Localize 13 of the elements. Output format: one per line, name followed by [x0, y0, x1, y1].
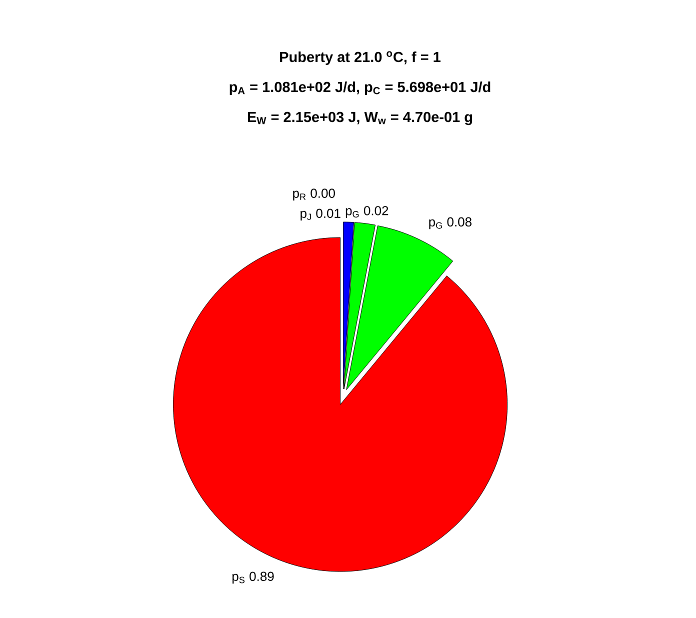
- category-label: p$_{R}$: [293, 190, 306, 200]
- chart-title: Puberty at 21.0 $^{o}$C, f = 1: [280, 51, 441, 65]
- chart-subtitle: p$_{A}$ = 1.081e+02 J/d, p$_{C}$ = 5.698e+01 J/d: [230, 81, 490, 95]
- slice-label: p$_{S}$: [232, 574, 245, 584]
- slice-label: p$_{G}$: [429, 219, 442, 230]
- data-label: 0.01: [316, 208, 340, 218]
- text: 0.00: [310, 188, 335, 198]
- data-label: 0.02: [364, 206, 388, 216]
- text: E$_{W}$ = 2.15e+03 J, W$_{w}$ = 4.70e-01 g: [248, 112, 472, 126]
- slice-label: p$_{J}$: [300, 210, 311, 221]
- data-label: 0.08: [447, 217, 472, 227]
- data-label: 0.89: [250, 572, 274, 581]
- slice-label: p$_{G}$: [346, 208, 359, 218]
